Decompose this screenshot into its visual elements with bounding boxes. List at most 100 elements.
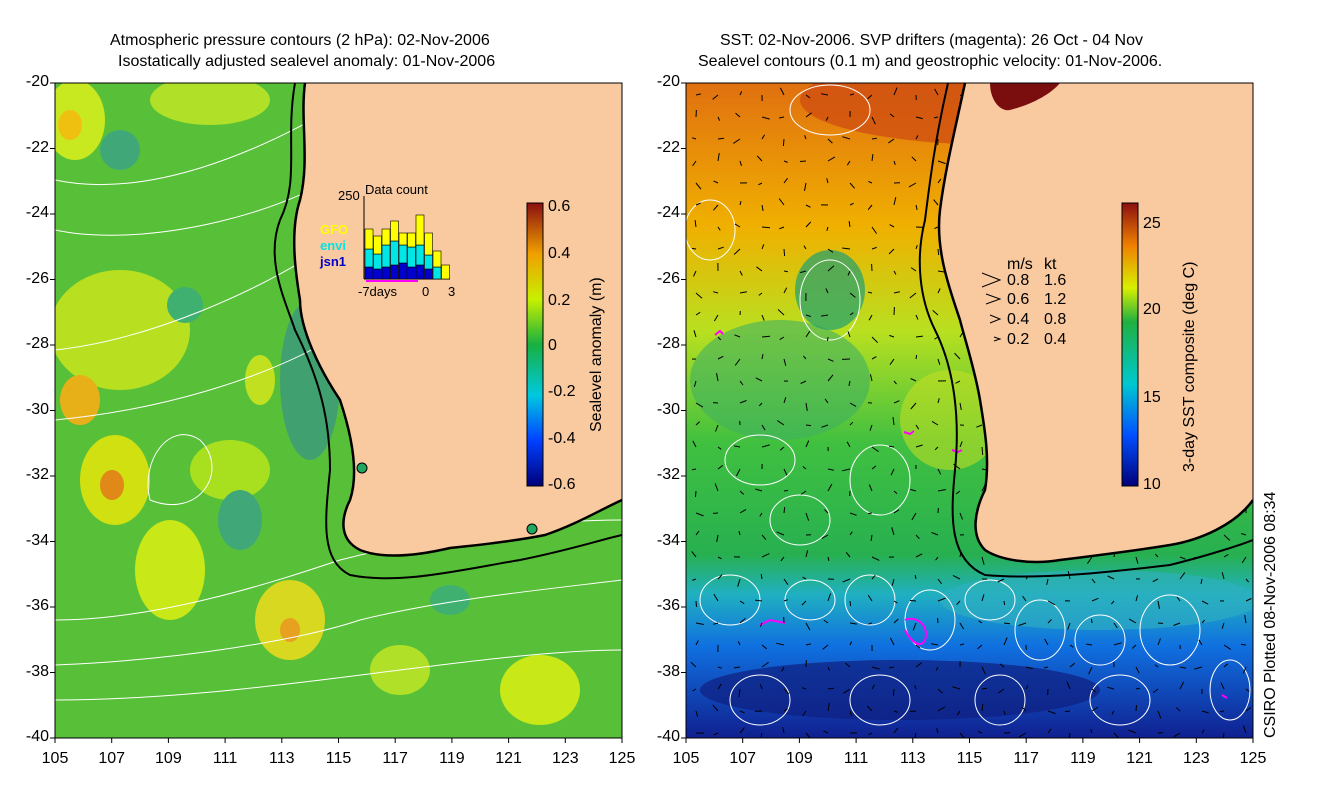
velocity-arrow <box>936 728 939 734</box>
velocity-arrow <box>717 153 720 162</box>
velocity-arrow <box>978 620 983 624</box>
svp-drifter-tracks <box>714 329 1228 699</box>
velocity-arrow <box>935 666 939 671</box>
inset-bar <box>424 254 433 270</box>
x-tick-label: 115 <box>325 750 352 767</box>
velocity-arrow <box>695 402 704 408</box>
velocity-arrow <box>779 87 785 96</box>
velocity-arrow <box>915 116 923 120</box>
velocity-arrow <box>761 226 771 229</box>
velocity-arrow <box>871 336 879 344</box>
sst-cb-tick: 15 <box>1143 389 1161 406</box>
inset-bar <box>364 266 374 280</box>
right-title-line1: SST: 02-Nov-2006. SVP drifters (magenta)… <box>720 32 1143 49</box>
inset-bar <box>398 232 408 246</box>
velocity-arrow <box>1047 600 1056 606</box>
velocity-arrow <box>805 550 809 558</box>
velocity-arrow <box>849 182 855 189</box>
velocity-arrow <box>889 445 895 448</box>
velocity-arrow <box>782 727 785 734</box>
x-tick-label: 113 <box>269 750 295 767</box>
velocity-arrow <box>937 288 941 294</box>
velocity-arrow <box>846 441 851 448</box>
velocity-arrow <box>695 512 704 517</box>
velocity-arrow <box>937 597 946 602</box>
inset-legend-envi: envi <box>320 238 347 253</box>
velocity-arrow <box>805 112 812 118</box>
velocity-arrow <box>1201 619 1206 624</box>
velocity-arrow <box>691 247 697 250</box>
y-tick-label: -20 <box>656 73 680 90</box>
velocity-arrow <box>783 489 789 492</box>
velocity-arrow <box>1201 600 1209 605</box>
inset-bar <box>373 235 382 255</box>
velocity-arrow <box>717 137 725 140</box>
velocity-arrow <box>716 534 719 542</box>
velocity-arrow <box>867 291 873 294</box>
velocity-arrow <box>981 704 984 712</box>
velocity-arrow <box>1194 666 1203 670</box>
velocity-arrow <box>691 468 697 471</box>
velocity-arrow <box>871 356 877 360</box>
velocity-arrow <box>695 490 697 498</box>
velocity-arrow <box>931 532 939 536</box>
velocity-arrow <box>1107 686 1115 690</box>
velocity-arrow <box>981 666 986 675</box>
inset-xlabel-zero: 0 <box>422 284 430 299</box>
velocity-arrow <box>826 178 829 184</box>
velocity-arrow <box>713 291 719 294</box>
y-tick-label: -28 <box>656 335 680 352</box>
velocity-arrow <box>760 732 763 738</box>
velocity-arrow <box>998 688 1005 694</box>
y-tick-label: -22 <box>656 138 680 156</box>
x-tick-label: 119 <box>439 750 465 767</box>
velocity-arrow <box>1003 622 1011 625</box>
velocity-arrow <box>1111 710 1115 715</box>
velocity-arrow <box>695 421 701 426</box>
velocity-arrow <box>889 113 895 118</box>
velocity-arrow <box>827 336 829 342</box>
velocity-arrow <box>734 445 741 448</box>
tide-gauge-marker <box>526 523 538 535</box>
velocity-arrow <box>889 224 895 228</box>
velocity-arrow <box>713 180 719 184</box>
x-tick-label: 109 <box>786 750 813 767</box>
velocity-arrow <box>739 160 742 166</box>
velocity-arrow <box>849 402 857 407</box>
velocity-arrow <box>761 335 771 338</box>
velocity-arrow <box>1179 666 1186 669</box>
velocity-arrow <box>1200 578 1203 585</box>
velocity-arrow <box>782 138 785 147</box>
inset-bar <box>407 246 416 268</box>
velocity-arrow <box>805 221 812 228</box>
velocity-arrow <box>868 314 873 321</box>
velocity-arrow <box>1245 707 1252 712</box>
velocity-arrow <box>1086 643 1093 646</box>
velocity-arrow <box>981 594 985 602</box>
velocity-arrow <box>802 576 807 580</box>
velocity-arrow <box>981 556 985 565</box>
velocity-arrow <box>893 400 900 404</box>
velocity-arrow <box>717 464 724 470</box>
inset-bar <box>398 244 408 264</box>
velocity-arrow <box>717 683 722 690</box>
velocity-arrow <box>870 534 873 541</box>
sealevel-contours <box>686 84 1251 726</box>
velocity-arrow <box>915 245 918 250</box>
australia-land <box>939 83 1253 562</box>
velocity-arrow <box>846 160 851 166</box>
velocity-arrow <box>695 640 699 646</box>
velocity-arrow <box>712 94 719 100</box>
y-tick-label: -36 <box>656 597 680 614</box>
velocity-arrow <box>888 666 895 669</box>
velocity-arrow <box>825 116 829 121</box>
velocity-arrow <box>802 466 807 470</box>
inset-bar <box>373 268 382 280</box>
x-tick-label: 111 <box>212 750 238 767</box>
velocity-arrow <box>783 177 788 184</box>
velocity-arrow <box>827 687 835 690</box>
velocity-arrow <box>1223 663 1229 668</box>
velocity-arrow <box>1047 619 1052 624</box>
velocity-arrow <box>981 446 984 456</box>
